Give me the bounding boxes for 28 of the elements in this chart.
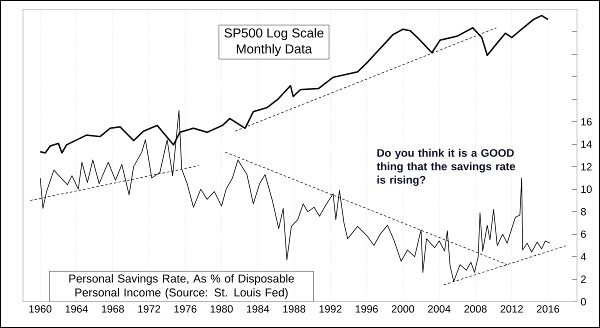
text: Monthly Data	[236, 44, 312, 56]
x-tick-label: 2000	[392, 305, 414, 313]
x-tick-label: 1960	[29, 305, 52, 313]
y-tick-label: 16	[581, 118, 592, 126]
x-tick-label: 1972	[138, 305, 160, 313]
x-tick-label: 1992	[320, 305, 342, 313]
annotation: Do you think it is a GOOD thing that the savings rate is rising?	[376, 148, 516, 186]
x-tick-label: 1996	[356, 305, 378, 313]
x-tick-label: 1988	[283, 305, 306, 313]
y-tick-label: 12	[581, 163, 592, 170]
text: Personal Savings Rate, As % of Disposable Personal Income (Source: St. Louis Fed)	[69, 274, 294, 299]
y-tick-label: 10	[581, 186, 592, 193]
y-tick-label: 6	[581, 230, 586, 238]
y-tick-label: 14	[581, 140, 592, 148]
x-tick-label: 2016	[536, 305, 560, 313]
x-tick-label: 1964	[66, 305, 88, 313]
x-tick-label: 2008	[464, 305, 487, 313]
text: SP500 Log Scale	[224, 28, 324, 40]
x-tick-label: 1984	[247, 305, 270, 313]
y-tick-label: 2	[581, 276, 586, 283]
y-tick-label: 4	[580, 253, 586, 260]
x-tick-label: 1980	[210, 305, 233, 313]
x-tick-label: 2004	[428, 305, 450, 313]
x-tick-label: 2012	[500, 305, 523, 313]
x-tick-label: 1976	[174, 305, 196, 313]
y-tick-label: 8	[580, 208, 586, 216]
y-tick-label: 0	[580, 298, 586, 306]
x-tick-label: 1968	[102, 305, 124, 313]
